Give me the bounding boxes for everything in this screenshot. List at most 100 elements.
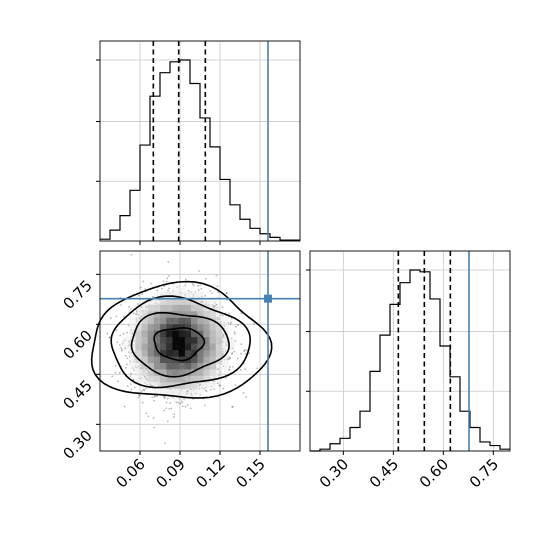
density-cell (215, 323, 223, 331)
density-cell (141, 362, 149, 370)
sample-point (191, 283, 194, 285)
density-cell (203, 298, 210, 305)
density-cell (172, 285, 179, 292)
sample-point (142, 388, 145, 391)
sample-point (130, 253, 133, 256)
density-cell (191, 311, 198, 318)
x-tick-label: 0.30 (316, 455, 352, 491)
sample-point (126, 363, 128, 366)
sample-point (170, 407, 173, 410)
density-cell (172, 375, 179, 383)
sample-point (205, 277, 207, 280)
density-cell (221, 343, 229, 351)
density-cell (203, 343, 210, 351)
truth-marker (264, 294, 272, 303)
contour-1-sigma (130, 311, 230, 378)
density-cell (147, 317, 155, 325)
sample-point (173, 416, 175, 419)
density-cell (147, 323, 155, 331)
sample-point (242, 391, 245, 394)
density-map (123, 285, 235, 402)
sample-point (228, 356, 231, 359)
density-cell (197, 369, 204, 376)
density-cell (209, 323, 217, 331)
sample-point (145, 412, 148, 415)
sample-point (97, 290, 99, 292)
density-cell (184, 375, 192, 383)
histogram-param1 (100, 59, 300, 241)
density-cell (184, 330, 192, 338)
density-cell (203, 311, 210, 318)
density-cell (153, 388, 161, 396)
sample-point (236, 357, 239, 360)
density-cell (191, 343, 198, 351)
density-cell (129, 323, 136, 331)
sample-point (151, 396, 154, 399)
sample-point (128, 306, 130, 308)
sample-point (167, 261, 170, 263)
density-cell (141, 356, 149, 363)
sample-point (205, 390, 208, 392)
sample-point (124, 354, 127, 357)
density-cell (123, 336, 130, 344)
density-cell (160, 369, 167, 376)
sample-point (132, 312, 135, 315)
density-cell (209, 311, 217, 318)
sample-point (164, 442, 166, 445)
density-cell (141, 304, 149, 312)
density-cell (147, 349, 155, 357)
density-cell (153, 304, 161, 312)
histogram-param2 (310, 269, 510, 452)
sample-point (163, 397, 166, 400)
sample-point (124, 367, 127, 369)
density-cell (184, 304, 192, 312)
sample-point (115, 329, 118, 332)
sample-point (231, 352, 234, 354)
density-cell (153, 382, 161, 389)
x-tick-label: 0.15 (232, 455, 268, 491)
density-cell (178, 343, 186, 351)
density-cell (160, 304, 167, 312)
sample-point (219, 384, 221, 387)
density-cell (160, 375, 167, 383)
density-cell (191, 369, 198, 376)
x-tick-label: 0.09 (152, 455, 188, 491)
density-cell (209, 304, 217, 312)
x-tick-label: 0.75 (466, 455, 502, 491)
sample-point (209, 388, 212, 391)
density-cell (153, 317, 161, 325)
joint-panel: 0.06 0.09 0.12 0.15 0.30 0.45 0.60 0.75 (59, 250, 301, 491)
density-cell (160, 323, 167, 331)
density-cell (215, 311, 223, 318)
density-cell (135, 343, 142, 351)
density-cell (160, 356, 167, 363)
sample-point (240, 312, 242, 315)
sample-point (168, 275, 170, 277)
density-cell (153, 362, 161, 370)
sample-point (200, 287, 203, 290)
sample-point (151, 296, 154, 298)
ticks-param1-hist (96, 59, 261, 245)
density-cell (191, 336, 198, 344)
density-cell (184, 291, 192, 299)
contour-0.5-sigma (153, 327, 206, 362)
density-cell (160, 362, 167, 370)
density-cell (191, 356, 198, 363)
y-tick-label: 0.30 (59, 426, 95, 462)
sample-point (165, 407, 168, 410)
sample-point (164, 396, 167, 399)
sample-point (130, 372, 132, 375)
density-cell (215, 349, 223, 357)
density-cell (141, 330, 149, 338)
density-cell (215, 317, 223, 325)
density-cell (123, 343, 130, 351)
density-cell (129, 362, 136, 370)
density-cell (203, 382, 210, 389)
sample-point (248, 352, 251, 355)
y-tick-label: 0.75 (59, 276, 95, 312)
sample-point (156, 395, 159, 397)
density-cell (215, 304, 223, 312)
density-cell (221, 336, 229, 344)
sample-point (226, 299, 229, 301)
density-cell (166, 388, 173, 396)
